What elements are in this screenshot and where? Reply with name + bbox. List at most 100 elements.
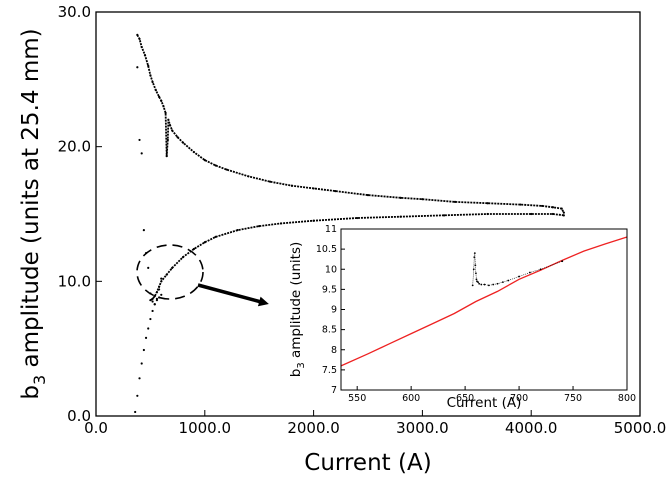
main-series-0-point — [225, 168, 228, 171]
main-series-2-point — [138, 377, 141, 380]
inset-series-1-point — [475, 278, 478, 281]
inset-series-1-point — [483, 283, 486, 286]
main-series-0-point — [486, 202, 489, 205]
main-series-1-point — [279, 222, 283, 225]
main-series-1-point — [153, 295, 156, 298]
main-series-0-point — [138, 37, 141, 41]
main-series-0-point — [136, 33, 139, 36]
inset-y-tick-label: 8.5 — [322, 325, 337, 336]
inset-series-1-point — [492, 283, 495, 286]
inset-x-tick-label: 650 — [456, 393, 474, 404]
main-series-0-point — [171, 129, 174, 132]
main-series-1-point — [443, 214, 446, 217]
inset-y-tick-label: 8 — [331, 345, 337, 356]
main-series-0-point — [181, 141, 185, 144]
main-series-0-point — [166, 138, 169, 142]
main-series-0-point — [203, 159, 206, 162]
main-series-2-point — [134, 410, 137, 414]
main-series-2-point — [144, 336, 148, 339]
main-series-1-point — [181, 255, 185, 259]
main-series-0-point — [164, 111, 167, 115]
main-series-0-point — [453, 200, 457, 203]
main-y-tick-label: 20.0 — [58, 138, 91, 156]
inset-x-tick-label: 600 — [402, 393, 420, 404]
main-plot-frame — [95, 11, 641, 417]
main-series-0-point — [268, 180, 272, 183]
main-series-0-point — [562, 211, 565, 214]
inset-plot-background — [341, 229, 627, 390]
main-series-1-point — [530, 212, 533, 216]
main-x-axis-title: Current (A) — [304, 450, 431, 476]
main-series-1-point — [171, 266, 174, 269]
inset-y-tick-label: 7 — [331, 385, 337, 396]
main-series-0-point — [143, 53, 147, 57]
main-series-1-point — [486, 212, 489, 216]
main-series-1-point — [236, 229, 239, 232]
main-series-0-point — [519, 203, 522, 206]
inset-plot: 550 600 650 700 750 800 7 7.5 8 8.5 9 9.5 10 10.5 11 Cu… — [288, 224, 636, 411]
inset-series-1-point — [487, 284, 490, 287]
main-series-1-point — [155, 291, 159, 294]
main-x-tick-label: 4000.0 — [505, 419, 558, 437]
inset-series-1-point — [496, 282, 499, 285]
main-series-0-point — [312, 187, 315, 190]
inset-y-tick-label: 10 — [325, 264, 337, 275]
main-series-0-point — [162, 105, 165, 108]
main-series-0-point — [176, 136, 179, 139]
main-x-tick-label: 1000.0 — [179, 419, 232, 437]
main-y-axis-title-rest: amplitude (units at 25.4 mm) — [18, 28, 44, 374]
main-series-2-point — [147, 327, 150, 330]
main-y-axis-title-subscript: 3 — [30, 375, 49, 385]
inset-series-1-point — [501, 281, 504, 284]
main-series-0-point — [168, 124, 172, 127]
inset-series-1-point — [478, 282, 481, 285]
main-series-0-point — [247, 175, 250, 178]
main-series-3-point — [142, 229, 145, 232]
inset-y-tick-label: 9 — [331, 305, 337, 316]
inset-y-tick-label: 7.5 — [322, 365, 337, 376]
main-series-0-point — [334, 190, 337, 193]
main-series-0-point — [147, 64, 150, 67]
main-series-3-point — [147, 266, 150, 269]
inset-x-tick-label: 700 — [510, 393, 528, 404]
main-series-0-point — [290, 184, 293, 187]
main-x-tick-label: 3000.0 — [396, 419, 449, 437]
main-series-3-point — [155, 297, 159, 300]
zoom-arrow — [197, 283, 269, 307]
main-series-2-point — [149, 317, 152, 321]
main-x-tick-label: 5000.0 — [614, 419, 667, 437]
main-series-1-point — [203, 241, 206, 244]
main-series-1-point — [165, 273, 168, 276]
main-y-tick-label: 0.0 — [67, 407, 91, 425]
main-series-1-point — [312, 219, 315, 222]
main-x-tick-label: 2000.0 — [287, 419, 340, 437]
main-series-3-point — [158, 288, 161, 291]
inset-series-1-point — [539, 268, 542, 271]
main-series-0-point — [167, 118, 170, 121]
inset-y-axis-title-subscript: 3 — [296, 362, 307, 368]
main-series-1-point — [192, 247, 196, 251]
zoom-region-ellipse — [136, 244, 204, 300]
main-series-1-point — [562, 214, 565, 217]
main-series-1-point — [399, 215, 402, 218]
main-series-3-point — [151, 300, 154, 303]
main-series-0-point — [165, 154, 168, 158]
inset-series-1-point — [477, 281, 479, 284]
inset-series-1-point — [473, 256, 476, 259]
main-series-0-point — [149, 74, 152, 77]
main-series-2-point — [140, 362, 143, 365]
main-series-1-point — [160, 280, 163, 283]
main-series-2-point — [151, 309, 154, 313]
main-series-3-point — [136, 66, 139, 69]
main-series-1-point — [551, 212, 555, 216]
main-series-0-point — [399, 196, 402, 199]
main-series-1-point — [158, 285, 161, 288]
inset-series-0-line — [340, 236, 628, 367]
inset-series-1-point — [473, 252, 476, 255]
main-series-0-point — [560, 207, 563, 210]
inset-series-1-point — [528, 271, 531, 274]
main-y-tick-label: 30.0 — [58, 3, 91, 21]
inset-series-1-point — [471, 284, 474, 287]
main-series-0-trace — [136, 34, 565, 214]
